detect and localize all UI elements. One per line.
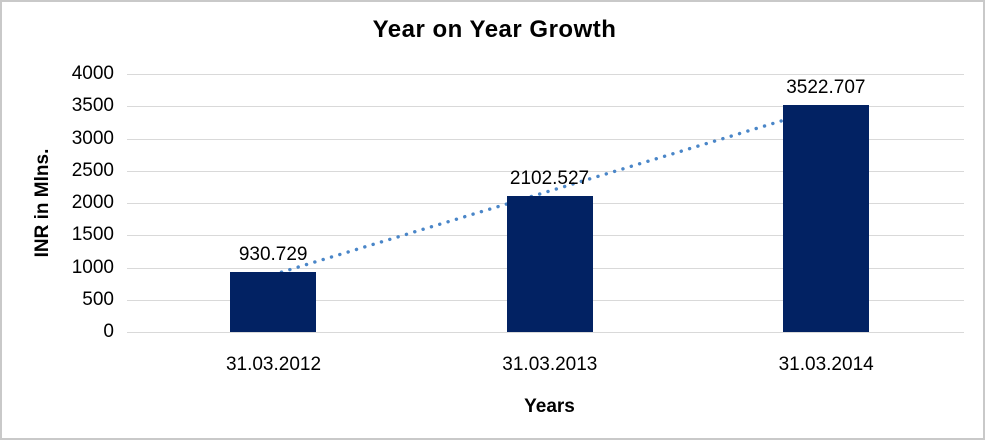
bar-value-label: 3522.707	[786, 76, 866, 98]
x-axis-title: Years	[524, 396, 575, 417]
y-tick-label: 4000	[71, 63, 114, 84]
y-tick-label: 1500	[71, 224, 114, 246]
y-axis-tick-mark	[127, 203, 135, 204]
bar	[506, 196, 593, 332]
y-axis-tick-mark	[127, 299, 135, 301]
x-tick-label: 31.03.2014	[778, 354, 874, 375]
bar	[782, 104, 869, 332]
y-axis-tick-mark	[127, 106, 135, 108]
y-tick-label: 2500	[71, 159, 114, 181]
bar-value-label: 2102.527	[509, 168, 590, 190]
x-tick-label: 31.03.2013	[502, 354, 598, 375]
y-axis-tick-mark	[127, 235, 135, 237]
x-tick-label: 31.03.2012	[225, 354, 322, 375]
bar-value-label: 930.729	[238, 243, 308, 265]
y-axis-tick-mark	[127, 332, 135, 333]
y-tick-label: 1000	[71, 256, 114, 278]
y-tick-label: 3500	[71, 95, 114, 117]
gridline	[135, 332, 964, 333]
chart-title: Year on Year Growth	[372, 16, 617, 43]
y-tick-label: 3000	[71, 127, 114, 149]
y-tick-label: 500	[82, 288, 114, 310]
y-axis-tick-mark	[127, 74, 135, 75]
y-axis-tick-mark	[127, 138, 135, 140]
gridline	[135, 74, 964, 75]
y-tick-label: 0	[103, 321, 114, 342]
bar	[230, 271, 317, 332]
y-axis-tick-mark	[127, 267, 135, 269]
y-tick-label: 2000	[71, 192, 114, 213]
y-axis-tick-mark	[127, 170, 135, 172]
